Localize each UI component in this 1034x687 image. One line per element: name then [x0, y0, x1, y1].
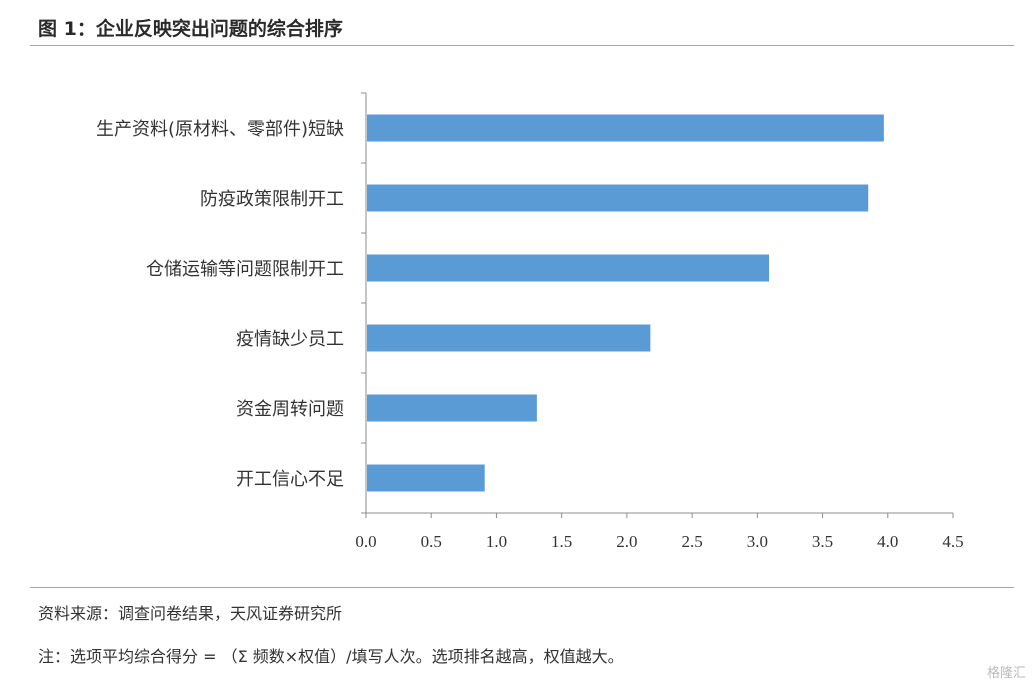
- x-tick-label: 2.0: [616, 532, 637, 551]
- category-label: 开工信心不足: [236, 469, 344, 490]
- bar-2: [367, 184, 869, 212]
- x-tick-label: 0.0: [355, 532, 376, 551]
- x-tick-label: 2.5: [681, 532, 702, 551]
- top-divider: [30, 45, 1014, 46]
- x-tick-label: 3.5: [812, 532, 833, 551]
- bar-chart: 0.0 0.5 1.0 1.5 2.0 2.5 3.0 3.5 4.0 4.5 生产资料(原材料、零…: [96, 92, 964, 551]
- x-tick-label: 4.5: [942, 532, 963, 551]
- category-label: 防疫政策限制开工: [200, 189, 344, 210]
- bar-1: [367, 114, 884, 142]
- category-label: 资金周转问题: [236, 399, 344, 420]
- source-note: 资料来源：调查问卷结果，天风证券研究所: [38, 604, 343, 623]
- bottom-divider: [30, 587, 1014, 588]
- bar-6: [367, 464, 485, 492]
- bar-3: [367, 254, 770, 282]
- category-label: 生产资料(原材料、零部件)短缺: [96, 119, 344, 140]
- bar-5: [367, 394, 537, 422]
- category-label: 疫情缺少员工: [236, 329, 344, 350]
- figure-title: 图 1：企业反映突出问题的综合排序: [38, 18, 343, 40]
- x-tick-label: 4.0: [877, 532, 898, 551]
- x-tick-label: 1.5: [551, 532, 572, 551]
- bar-4: [367, 324, 651, 352]
- x-tick-label: 3.0: [747, 532, 768, 551]
- formula-note: 注：选项平均综合得分 = （Σ 频数×权值）/填写人次。选项排名越高，权值越大。: [38, 647, 624, 666]
- x-tick-label: 0.5: [421, 532, 442, 551]
- watermark-logo: 格隆汇: [986, 666, 1026, 681]
- category-label: 仓储运输等问题限制开工: [146, 259, 344, 280]
- x-tick-label: 1.0: [486, 532, 507, 551]
